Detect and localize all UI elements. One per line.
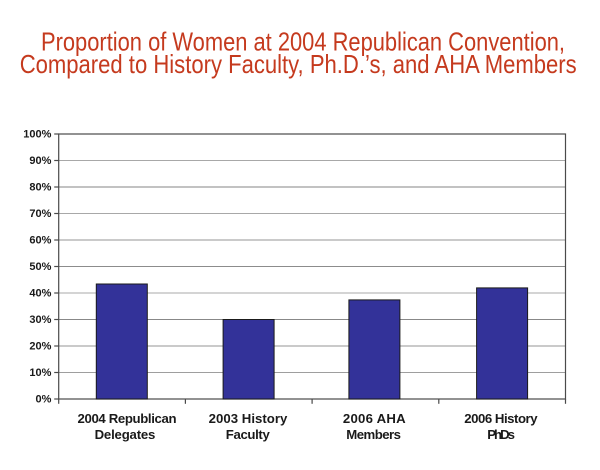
svg-text:Delegates: Delegates bbox=[95, 427, 156, 442]
svg-text:2003 History: 2003 History bbox=[209, 411, 288, 426]
svg-text:PhDs: PhDs bbox=[487, 427, 515, 442]
svg-text:100%: 100% bbox=[23, 128, 51, 140]
svg-text:0%: 0% bbox=[35, 393, 51, 405]
svg-text:2004 Republican: 2004 Republican bbox=[78, 411, 177, 426]
svg-text:60%: 60% bbox=[29, 234, 51, 246]
svg-text:Faculty: Faculty bbox=[226, 427, 271, 442]
svg-text:Members: Members bbox=[346, 427, 401, 442]
svg-text:2006 History: 2006 History bbox=[464, 411, 538, 426]
svg-text:10%: 10% bbox=[29, 367, 51, 379]
svg-text:70%: 70% bbox=[29, 208, 51, 220]
svg-text:2006 AHA: 2006 AHA bbox=[343, 411, 406, 426]
svg-text:20%: 20% bbox=[29, 340, 51, 352]
svg-text:80%: 80% bbox=[29, 181, 51, 193]
svg-text:40%: 40% bbox=[29, 287, 51, 299]
svg-text:50%: 50% bbox=[29, 261, 51, 273]
svg-text:Proportion of Women at 2004 Re: Proportion of Women at 2004 Republican C… bbox=[41, 26, 565, 56]
svg-text:Compared to History Faculty, P: Compared to History Faculty, Ph.D.’s, an… bbox=[20, 49, 577, 79]
svg-text:30%: 30% bbox=[29, 314, 51, 326]
svg-text:90%: 90% bbox=[29, 155, 51, 167]
